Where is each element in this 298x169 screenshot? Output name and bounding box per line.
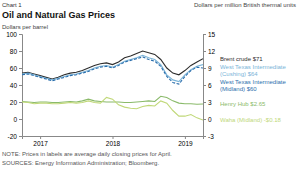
y-axis-tick-mark <box>19 51 22 52</box>
y-axis-tick-label: 100 <box>6 31 17 38</box>
y-axis-tick: 40 <box>10 82 22 89</box>
y2-axis-tick: 6 <box>203 82 212 89</box>
y2-axis-tick-mark <box>203 68 206 69</box>
y-axis-tick-label: 0 <box>13 116 17 123</box>
y-axis-domain <box>19 35 23 137</box>
chart-svg: Chart 1 Oil and Natural Gas Prices Dollars… <box>0 0 298 169</box>
series-line <box>22 97 203 120</box>
y2-axis-tick: 12 <box>203 48 216 55</box>
y-axis-tick-mark <box>19 119 22 120</box>
y2-axis-tick-mark <box>203 34 206 35</box>
y-axis-tick-mark <box>19 85 22 86</box>
y2-axis-tick-mark <box>203 102 206 103</box>
lines <box>22 51 203 120</box>
y-axis-tick-label: -20 <box>8 133 18 140</box>
y2-axis-tick-label: 3 <box>208 99 212 106</box>
x-axis-tick-label: 2019 <box>178 140 193 147</box>
series-label: Henry Hub $2.65 <box>220 101 266 107</box>
annotation: SOURCES: Energy Information Administrati… <box>2 160 159 166</box>
title: Oil and Natural Gas Prices <box>2 10 115 20</box>
x-axis-tick: 2018 <box>106 136 121 147</box>
y2-axis-tick: -3 <box>203 133 214 140</box>
x-axis-tick-label: 2017 <box>33 140 48 147</box>
plot: -20 0 20 40 60 80 100 -3 0 3 6 9 12 15 2017 2018 2019 Bre… <box>6 31 286 147</box>
series-label: Brent crude $71 <box>220 56 263 62</box>
y2-axis-tick: 0 <box>203 116 212 123</box>
y-axis-tick-label: 80 <box>10 48 18 55</box>
y2-axis-tick: 15 <box>203 31 216 38</box>
chart-container: Chart 1 Oil and Natural Gas Prices Dollars… <box>0 0 298 169</box>
series-labels: Brent crude $71 West Texas Intermediate(C… <box>220 56 286 123</box>
series-label: West Texas Intermediate(Cushing) $64 <box>220 64 286 77</box>
y2-axis-tick-mark <box>203 119 206 120</box>
y-axis: -20 0 20 40 60 80 100 <box>6 31 22 140</box>
y-axis-tick-label: 20 <box>10 99 18 106</box>
y-axis-tick-label: 40 <box>10 82 18 89</box>
x-axis-tick: 2017 <box>33 136 48 147</box>
y-axis-tick: -20 <box>8 133 22 140</box>
y-axis-tick-mark <box>19 34 22 35</box>
y-axis-tick: 60 <box>10 65 22 72</box>
y-axis-tick-mark <box>19 68 22 69</box>
y-axis-tick: 80 <box>10 48 22 55</box>
y2-axis-tick-label: -3 <box>208 133 214 140</box>
y2-axis-tick-mark <box>203 51 206 52</box>
x-axis: 2017 2018 2019 <box>23 136 204 147</box>
y2-axis-tick-mark <box>203 85 206 86</box>
series-line <box>22 55 203 81</box>
series-line <box>22 51 203 79</box>
y-axis-tick-mark <box>19 136 22 137</box>
annotation: NOTE: Prices in labels are average daily… <box>2 151 172 157</box>
y-axis-title: Dollars per barrel <box>2 24 48 30</box>
y2-axis-tick: 9 <box>203 65 212 72</box>
y2-axis-tick-label: 15 <box>208 31 216 38</box>
x-axis-tick: 2019 <box>178 136 193 147</box>
y-axis-tick-mark <box>19 102 22 103</box>
series-label: Waha (Midland) -$0.18 <box>220 117 281 123</box>
x-axis-tick-mark <box>40 136 41 139</box>
series-label: West Texas Intermediate(Midland) $60 <box>220 79 286 92</box>
y-axis-tick: 0 <box>13 116 22 123</box>
x-axis-tick-label: 2018 <box>106 140 121 147</box>
series-line <box>22 57 203 84</box>
y-axis-tick: 20 <box>10 99 22 106</box>
y2-axis-tick-label: 9 <box>208 65 212 72</box>
y2-axis-tick-label: 12 <box>208 48 216 55</box>
y2-axis-tick-label: 0 <box>208 116 212 123</box>
y2-axis-tick: 3 <box>203 99 212 106</box>
x-axis-tick-mark <box>113 136 114 139</box>
y2-axis-tick-label: 6 <box>208 82 212 89</box>
y-axis-tick: 100 <box>6 31 22 38</box>
x-axis-tick-mark <box>185 136 186 139</box>
y2-axis: -3 0 3 6 9 12 15 <box>203 31 216 140</box>
y-axis-tick-label: 60 <box>10 65 18 72</box>
y2-axis-title: Dollars per million British thermal unit… <box>194 2 296 8</box>
y2-axis-domain <box>204 35 207 137</box>
subtitle: Chart 1 <box>2 2 22 8</box>
